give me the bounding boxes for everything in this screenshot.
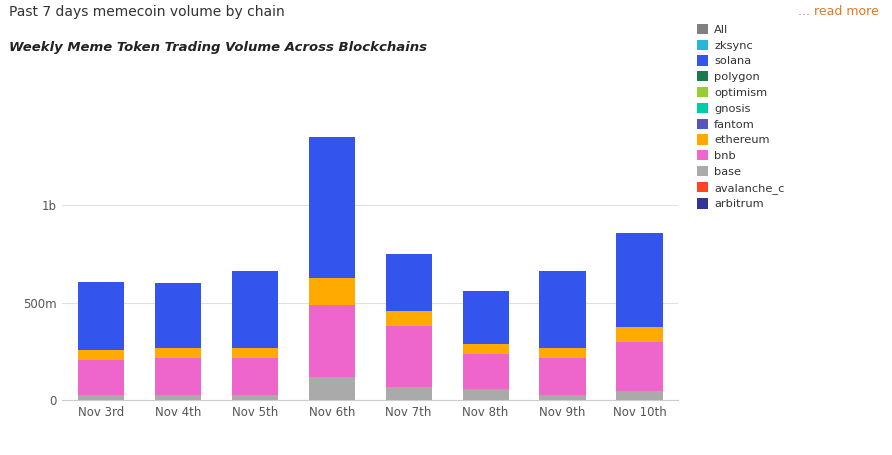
Bar: [385, 326, 432, 387]
Text: Weekly Meme Token Trading Volume Across Blockchains: Weekly Meme Token Trading Volume Across …: [9, 41, 427, 54]
Bar: [462, 291, 508, 344]
Bar: [155, 348, 201, 359]
Bar: [309, 304, 355, 377]
Bar: [462, 344, 508, 354]
Legend: All, zksync, solana, polygon, optimism, gnosis, fantom, ethereum, bnb, base, ava: All, zksync, solana, polygon, optimism, …: [697, 24, 784, 209]
Bar: [616, 233, 663, 327]
Bar: [78, 282, 124, 349]
Bar: [616, 391, 663, 400]
Bar: [540, 394, 585, 400]
Bar: [155, 359, 201, 394]
Bar: [540, 359, 585, 394]
Bar: [616, 342, 663, 391]
Bar: [385, 387, 432, 400]
Bar: [232, 394, 277, 400]
Bar: [540, 348, 585, 359]
Bar: [462, 354, 508, 389]
Bar: [232, 271, 277, 348]
Bar: [309, 101, 355, 278]
Bar: [78, 360, 124, 394]
Bar: [155, 394, 201, 400]
Bar: [78, 394, 124, 400]
Bar: [155, 283, 201, 348]
Bar: [232, 359, 277, 394]
Bar: [462, 389, 508, 400]
Bar: [78, 349, 124, 360]
Bar: [385, 312, 432, 326]
Bar: [309, 377, 355, 400]
Bar: [232, 348, 277, 359]
Bar: [385, 254, 432, 312]
Text: Past 7 days memecoin volume by chain: Past 7 days memecoin volume by chain: [9, 5, 285, 19]
Bar: [616, 327, 663, 342]
Bar: [309, 278, 355, 304]
Bar: [540, 271, 585, 348]
Text: ... read more: ... read more: [797, 5, 879, 18]
